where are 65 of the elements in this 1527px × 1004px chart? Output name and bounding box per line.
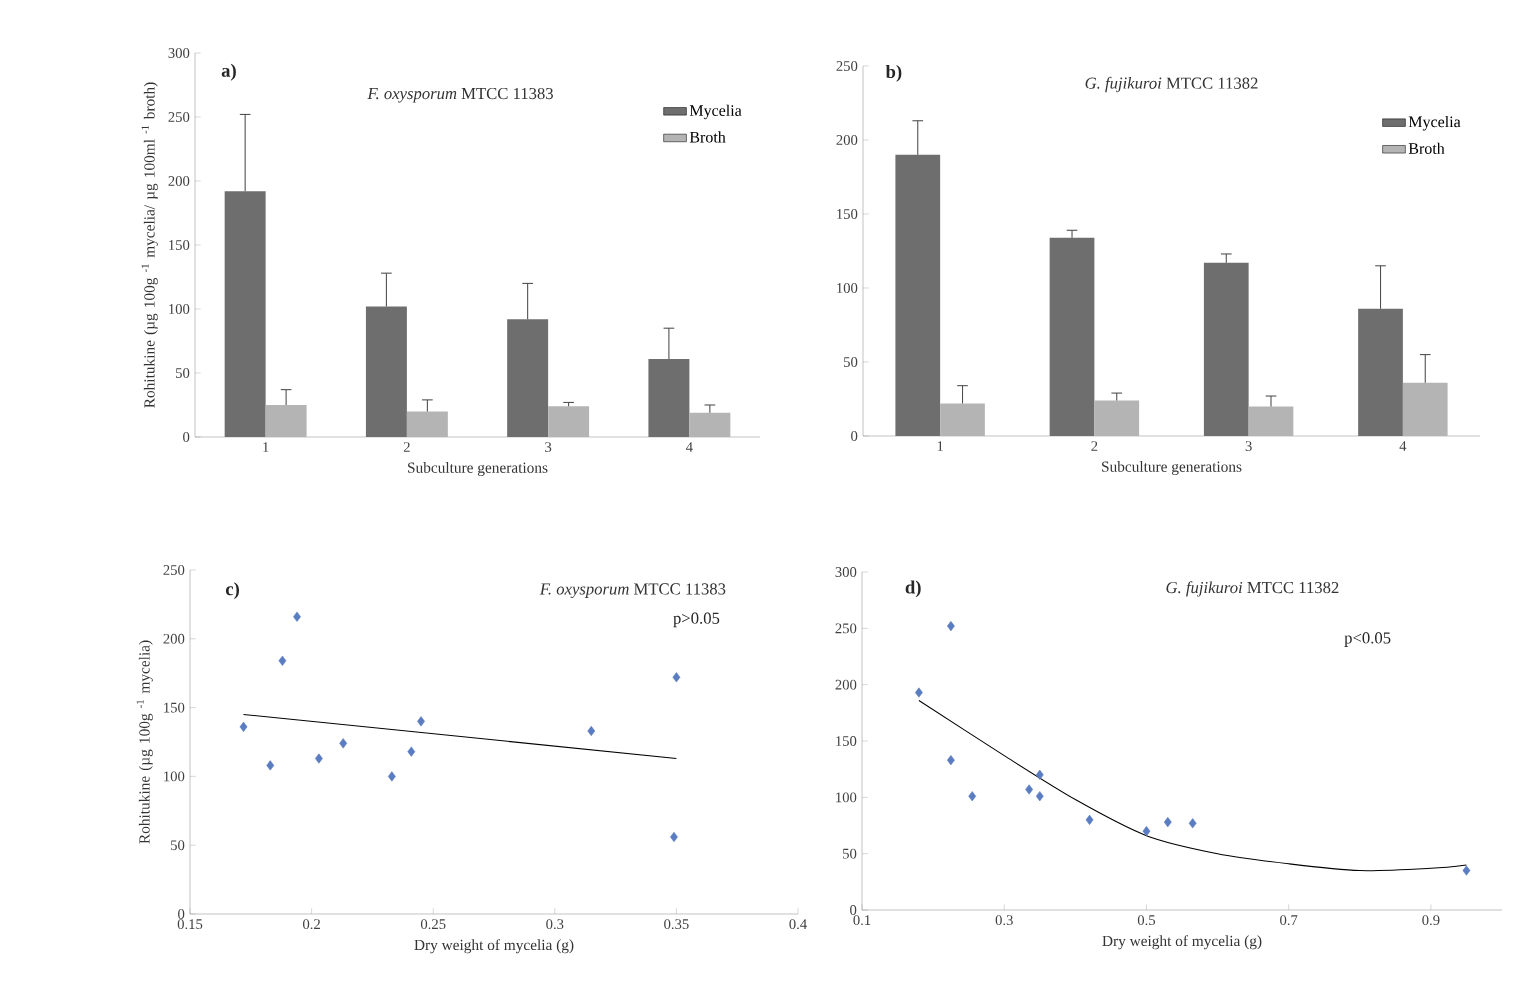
x-tick-label: 0.3 [546, 919, 564, 930]
y-tick-label: 200 [836, 135, 858, 145]
x-tick-label: 4 [1399, 441, 1407, 451]
y-tick-label: 100 [164, 771, 185, 782]
text: G. fujikuroi MTCC 11382 [1166, 581, 1339, 597]
y-tick-label: 50 [176, 368, 190, 378]
x-tick-label: 0.1 [853, 915, 871, 926]
x-tick-label: 0.35 [664, 919, 689, 930]
y-axis-title: Rohitukine (µg 100g $^{-1}$ mycelia/ µg 100ml $^{-1}$ broth) [141, 82, 158, 408]
y-tick-label: 50 [843, 848, 857, 859]
annotation: a) [221, 63, 236, 81]
x-axis-title: Subculture generations [1102, 461, 1242, 475]
y-tick-label: 200 [163, 633, 185, 644]
x-tick-label: 2 [1091, 441, 1098, 451]
text: F. oxysporum MTCC 11383 [367, 87, 553, 103]
annotation: d) [905, 580, 921, 598]
x-axis-title: Subculture generations [408, 462, 548, 476]
y-tick-label: 250 [163, 565, 185, 575]
annotation: p<0.05 [1344, 632, 1391, 647]
y-tick-label: 100 [837, 283, 858, 293]
y-axis-title: Rohitukine (µg 100g $^{-1}$ mycelia) [136, 640, 153, 844]
y-tick-label: 300 [835, 567, 857, 577]
y-tick-label: 150 [169, 240, 190, 250]
y-tick-label: 50 [171, 840, 185, 851]
x-tick-label: 0.3 [995, 915, 1013, 926]
legend-label: Broth [1408, 142, 1445, 154]
text: F. oxysporum MTCC 11383 [539, 583, 726, 598]
y-tick-label: 300 [168, 48, 190, 58]
y-tick-label: 0 [851, 431, 858, 441]
y-tick-label: 100 [169, 304, 190, 314]
annotation: c) [225, 582, 239, 600]
y-tick-label: 250 [836, 61, 858, 71]
x-tick-label: 0.9 [1422, 915, 1440, 926]
legend-label: Broth [689, 131, 726, 143]
x-tick-label: 0.15 [177, 919, 203, 930]
y-tick-label: 150 [837, 209, 858, 219]
x-tick-label: 3 [545, 442, 552, 453]
y-tick-label: 150 [164, 702, 185, 713]
y-tick-label: 250 [168, 112, 190, 122]
x-tick-label: 0.5 [1137, 915, 1156, 926]
x-tick-label: 2 [403, 442, 410, 452]
text: G. fujikuroi MTCC 11382 [1085, 76, 1258, 93]
y-tick-label: 50 [844, 357, 858, 367]
y-tick-label: 150 [836, 736, 857, 746]
x-axis-title: Dry weight of mycelia (g) [414, 939, 574, 954]
legend-label: Mycelia [689, 104, 742, 120]
annotation: p>0.05 [673, 612, 720, 628]
x-tick-label: 1 [263, 442, 269, 452]
y-tick-label: 200 [168, 176, 190, 186]
x-tick-label: 0.4 [789, 919, 807, 930]
legend-label: Mycelia [1408, 115, 1461, 131]
x-axis-title: Dry weight of mycelia (g) [1102, 935, 1262, 950]
y-tick-label: 250 [835, 623, 857, 634]
x-tick-label: 1 [937, 441, 943, 451]
annotation: b) [885, 64, 902, 82]
y-tick-label: 0 [850, 905, 857, 915]
x-tick-label: 4 [686, 442, 693, 452]
x-tick-label: 0.2 [303, 919, 320, 930]
y-tick-label: 0 [178, 909, 185, 919]
x-tick-label: 0.25 [420, 919, 446, 930]
x-tick-label: 0.7 [1280, 915, 1298, 926]
y-tick-label: 0 [183, 432, 190, 442]
y-tick-label: 200 [835, 679, 857, 690]
y-tick-label: 100 [836, 792, 857, 803]
x-tick-label: 3 [1245, 441, 1252, 452]
